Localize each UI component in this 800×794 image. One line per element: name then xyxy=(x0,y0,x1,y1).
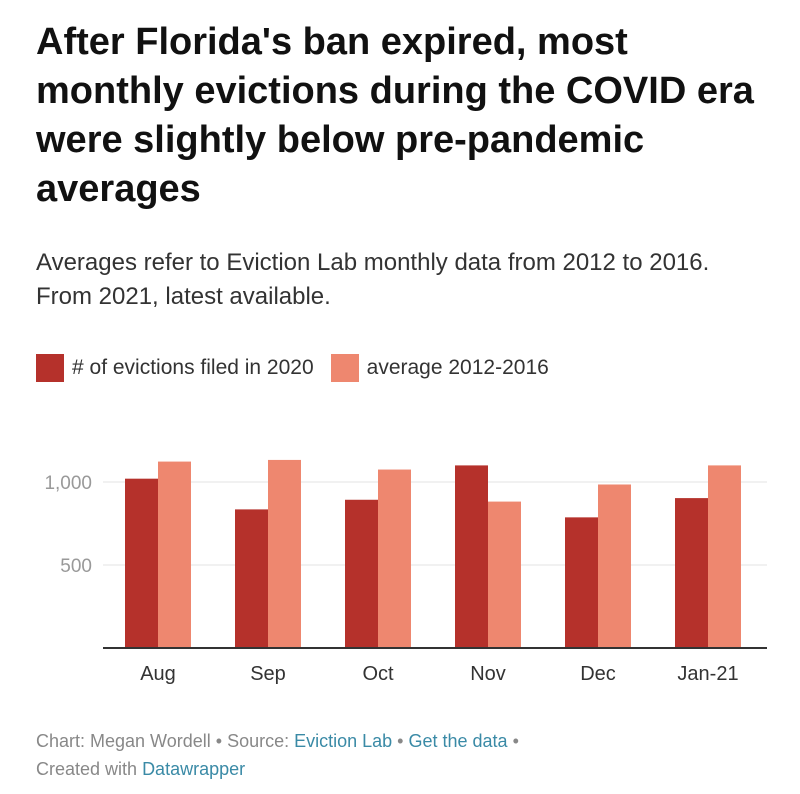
bar-2020 xyxy=(235,509,268,648)
legend-swatch-average xyxy=(330,354,359,382)
legend: # of evictions filed in 2020 average 201… xyxy=(36,353,566,383)
y-tick-label: 1,000 xyxy=(44,473,92,494)
footer-separator: • xyxy=(392,731,409,751)
y-tick-label: 500 xyxy=(60,556,92,577)
bar-average xyxy=(708,465,741,648)
legend-swatch-2020 xyxy=(36,354,64,382)
x-tick-label: Nov xyxy=(470,663,506,685)
footer-source-prefix: Source: xyxy=(227,731,295,751)
x-tick-label: Sep xyxy=(250,663,286,685)
bar-chart: 500 1,000 Aug Sep Oct Nov Dec Jan-21 xyxy=(44,459,767,685)
bar-average xyxy=(158,461,191,648)
x-tick-label: Oct xyxy=(362,663,394,685)
bar-average xyxy=(488,501,521,648)
footer-credit: Chart: Megan Wordell xyxy=(36,731,211,751)
bar-average xyxy=(378,469,411,648)
chart-footer: Chart: Megan Wordell • Source: Eviction … xyxy=(36,727,776,783)
bar-2020 xyxy=(675,498,708,648)
chart-title: After Florida's ban expired, most monthl… xyxy=(36,21,754,210)
bar-2020 xyxy=(455,465,488,648)
x-tick-label: Jan-21 xyxy=(677,663,738,685)
bar-2020 xyxy=(125,478,158,648)
source-link[interactable]: Eviction Lab xyxy=(294,731,393,751)
legend-label-average: average 2012-2016 xyxy=(366,356,549,379)
bar-average xyxy=(268,459,301,648)
chart-subtitle: Averages refer to Eviction Lab monthly d… xyxy=(36,249,710,310)
bar-average xyxy=(598,484,631,648)
legend-item-average: average 2012-2016 xyxy=(330,354,549,382)
footer-separator: • xyxy=(507,731,519,751)
get-data-link[interactable]: Get the data xyxy=(408,731,508,751)
bar-2020 xyxy=(565,517,598,648)
footer-created-prefix: Created with xyxy=(36,759,143,779)
datawrapper-link[interactable]: Datawrapper xyxy=(142,759,246,779)
legend-item-2020: # of evictions filed in 2020 xyxy=(36,354,314,382)
x-tick-label: Dec xyxy=(580,663,616,685)
footer-separator: • xyxy=(210,731,228,751)
x-tick-label: Aug xyxy=(140,663,176,685)
bar-2020 xyxy=(345,499,378,648)
legend-label-2020: # of evictions filed in 2020 xyxy=(72,356,314,379)
